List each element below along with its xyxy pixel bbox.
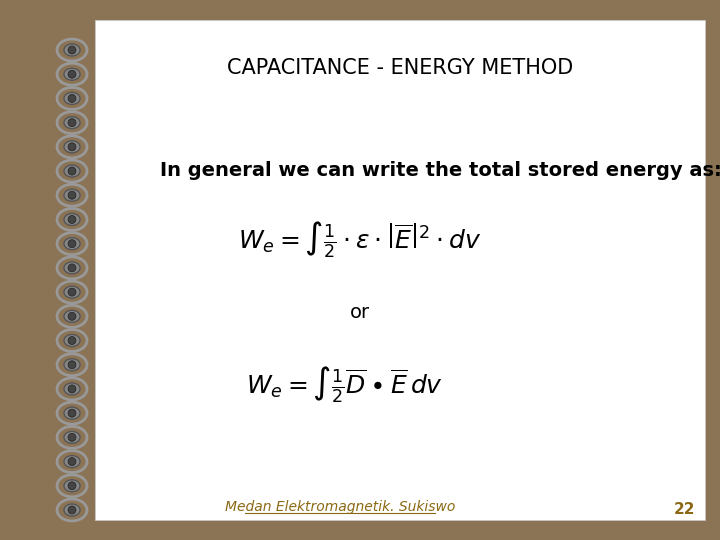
- Ellipse shape: [64, 480, 80, 492]
- Ellipse shape: [64, 286, 80, 298]
- Circle shape: [68, 70, 76, 78]
- Circle shape: [68, 143, 76, 151]
- Ellipse shape: [64, 117, 80, 129]
- Ellipse shape: [64, 310, 80, 322]
- Circle shape: [68, 94, 76, 103]
- Ellipse shape: [64, 262, 80, 274]
- Circle shape: [68, 336, 76, 345]
- Ellipse shape: [64, 213, 80, 226]
- Ellipse shape: [64, 189, 80, 201]
- Ellipse shape: [64, 431, 80, 443]
- Text: or: or: [350, 302, 370, 321]
- Ellipse shape: [64, 238, 80, 249]
- Ellipse shape: [64, 504, 80, 516]
- Text: $W_e = \int \frac{1}{2} \overline{D} \bullet \overline{E}\, dv$: $W_e = \int \frac{1}{2} \overline{D} \bu…: [246, 364, 444, 406]
- Text: $W_e = \int \frac{1}{2} \cdot \varepsilon \cdot \left|\overline{E}\right|^2 \cdo: $W_e = \int \frac{1}{2} \cdot \varepsilo…: [238, 220, 482, 260]
- Circle shape: [68, 409, 76, 417]
- Circle shape: [68, 264, 76, 272]
- Ellipse shape: [64, 383, 80, 395]
- Ellipse shape: [64, 92, 80, 104]
- Ellipse shape: [64, 68, 80, 80]
- Ellipse shape: [64, 407, 80, 419]
- Circle shape: [68, 288, 76, 296]
- Circle shape: [68, 385, 76, 393]
- Circle shape: [68, 215, 76, 224]
- Text: Medan Elektromagnetik. Sukiswo: Medan Elektromagnetik. Sukiswo: [225, 500, 455, 514]
- Circle shape: [68, 240, 76, 248]
- Text: CAPACITANCE - ENERGY METHOD: CAPACITANCE - ENERGY METHOD: [227, 58, 573, 78]
- Circle shape: [68, 167, 76, 175]
- FancyBboxPatch shape: [95, 20, 705, 520]
- Ellipse shape: [64, 359, 80, 371]
- Ellipse shape: [64, 334, 80, 347]
- Text: In general we can write the total stored energy as:: In general we can write the total stored…: [160, 160, 720, 179]
- Ellipse shape: [64, 456, 80, 468]
- Circle shape: [68, 46, 76, 54]
- Circle shape: [68, 312, 76, 320]
- Circle shape: [68, 119, 76, 127]
- Ellipse shape: [64, 165, 80, 177]
- Circle shape: [68, 434, 76, 441]
- Circle shape: [68, 191, 76, 199]
- Circle shape: [68, 361, 76, 369]
- Circle shape: [68, 482, 76, 490]
- Circle shape: [68, 457, 76, 465]
- Ellipse shape: [64, 141, 80, 153]
- Circle shape: [68, 506, 76, 514]
- Ellipse shape: [64, 44, 80, 56]
- Text: 22: 22: [673, 503, 695, 517]
